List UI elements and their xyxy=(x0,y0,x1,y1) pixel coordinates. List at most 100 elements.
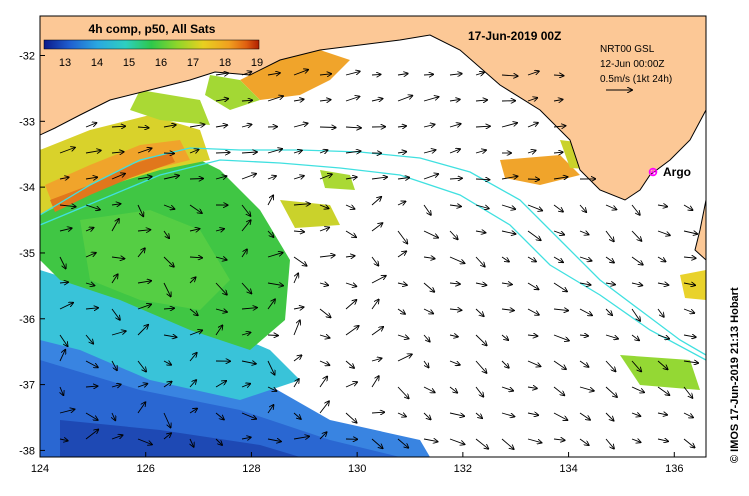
current-arrow xyxy=(85,386,98,387)
current-arrow xyxy=(397,74,408,76)
current-arrow xyxy=(163,125,176,127)
current-arrow xyxy=(423,360,429,368)
current-arrow xyxy=(163,204,174,209)
current-arrow xyxy=(319,205,329,208)
current-arrow xyxy=(475,179,489,180)
current-contours xyxy=(40,147,706,361)
info-line-1: NRT00 GSL xyxy=(600,44,655,55)
current-arrow xyxy=(397,386,409,398)
current-arrow xyxy=(59,177,69,179)
current-arrow xyxy=(475,438,488,449)
current-arrow xyxy=(449,412,464,416)
current-arrow xyxy=(319,150,328,153)
current-arrow xyxy=(397,308,405,314)
current-arrow xyxy=(527,179,539,180)
current-arrow xyxy=(189,124,205,127)
current-arrow xyxy=(501,438,514,449)
current-arrow xyxy=(59,334,68,346)
y-tick-label: -37 xyxy=(19,380,35,392)
current-arrow xyxy=(475,204,489,209)
current-arrow xyxy=(579,283,591,285)
current-arrow xyxy=(267,176,276,179)
current-arrow xyxy=(553,75,564,76)
current-arrow xyxy=(267,335,278,336)
current-arrow xyxy=(397,354,412,362)
current-arrow xyxy=(112,412,115,420)
current-arrow xyxy=(345,71,360,76)
current-arrow xyxy=(319,227,329,231)
y-tick-label: -35 xyxy=(19,248,35,260)
current-arrow xyxy=(371,412,384,413)
current-arrow xyxy=(657,283,668,285)
current-arrow xyxy=(553,360,566,369)
current-arrow xyxy=(345,360,354,368)
current-arrow xyxy=(423,257,435,259)
current-arrow xyxy=(501,231,516,234)
current-arrow xyxy=(371,438,383,448)
current-arrow xyxy=(137,230,150,231)
current-arrow xyxy=(59,409,75,414)
current-arrow xyxy=(319,127,336,128)
current-arrow xyxy=(579,386,594,391)
current-arrow xyxy=(241,384,250,387)
current-arrow xyxy=(501,176,518,179)
current-arrow xyxy=(241,152,257,153)
current-arrow xyxy=(527,230,541,240)
current-arrow xyxy=(111,126,125,127)
current-arrow xyxy=(527,204,542,211)
current-arrow xyxy=(449,205,461,207)
current-arrow xyxy=(397,126,406,127)
current-arrow xyxy=(189,257,202,258)
current-arrow xyxy=(215,309,227,312)
current-arrow xyxy=(163,382,172,388)
current-arrow xyxy=(553,412,567,420)
current-arrow xyxy=(449,386,457,393)
current-arrow xyxy=(371,223,382,232)
current-arrow xyxy=(501,386,513,391)
current-arrow xyxy=(215,73,228,75)
current-arrow xyxy=(501,412,514,417)
current-arrow xyxy=(241,437,251,439)
argo-marker: Argo xyxy=(648,165,691,179)
current-arrow xyxy=(345,256,355,257)
current-arrow xyxy=(345,97,359,102)
current-arrow xyxy=(475,256,485,267)
current-arrow xyxy=(59,282,68,283)
current-arrow xyxy=(527,151,536,154)
current-arrow xyxy=(241,220,251,232)
current-arrow xyxy=(163,176,179,180)
current-arrow xyxy=(631,308,640,321)
current-arrow xyxy=(163,256,174,267)
current-arrow xyxy=(501,360,509,368)
current-arrow xyxy=(553,309,568,311)
current-arrow xyxy=(449,74,462,75)
current-arrow xyxy=(215,381,226,388)
current-arrow xyxy=(59,228,72,231)
current-arrow xyxy=(85,360,98,367)
current-arrow xyxy=(371,177,387,179)
current-arrow xyxy=(579,256,592,261)
current-arrow xyxy=(267,360,275,375)
current-arrow xyxy=(605,438,614,449)
current-arrow xyxy=(579,204,586,212)
datetime-label: 17-Jun-2019 00Z xyxy=(468,29,561,43)
current-arrow xyxy=(215,176,227,179)
x-tick-label: 128 xyxy=(242,463,260,475)
current-arrow xyxy=(683,308,694,313)
current-arrow xyxy=(137,281,151,283)
current-arrow xyxy=(371,300,379,310)
current-arrow xyxy=(215,325,222,336)
current-arrow xyxy=(657,386,669,395)
current-arrow xyxy=(59,303,73,310)
current-arrow xyxy=(449,149,460,154)
current-arrow xyxy=(631,204,640,215)
current-arrow xyxy=(189,204,202,213)
current-arrow xyxy=(553,177,568,179)
current-arrow xyxy=(345,151,361,153)
current-arrow xyxy=(293,355,302,362)
current-arrow xyxy=(423,150,436,153)
current-arrow xyxy=(85,177,97,179)
current-arrow xyxy=(85,283,94,286)
current-arrow xyxy=(371,99,383,101)
